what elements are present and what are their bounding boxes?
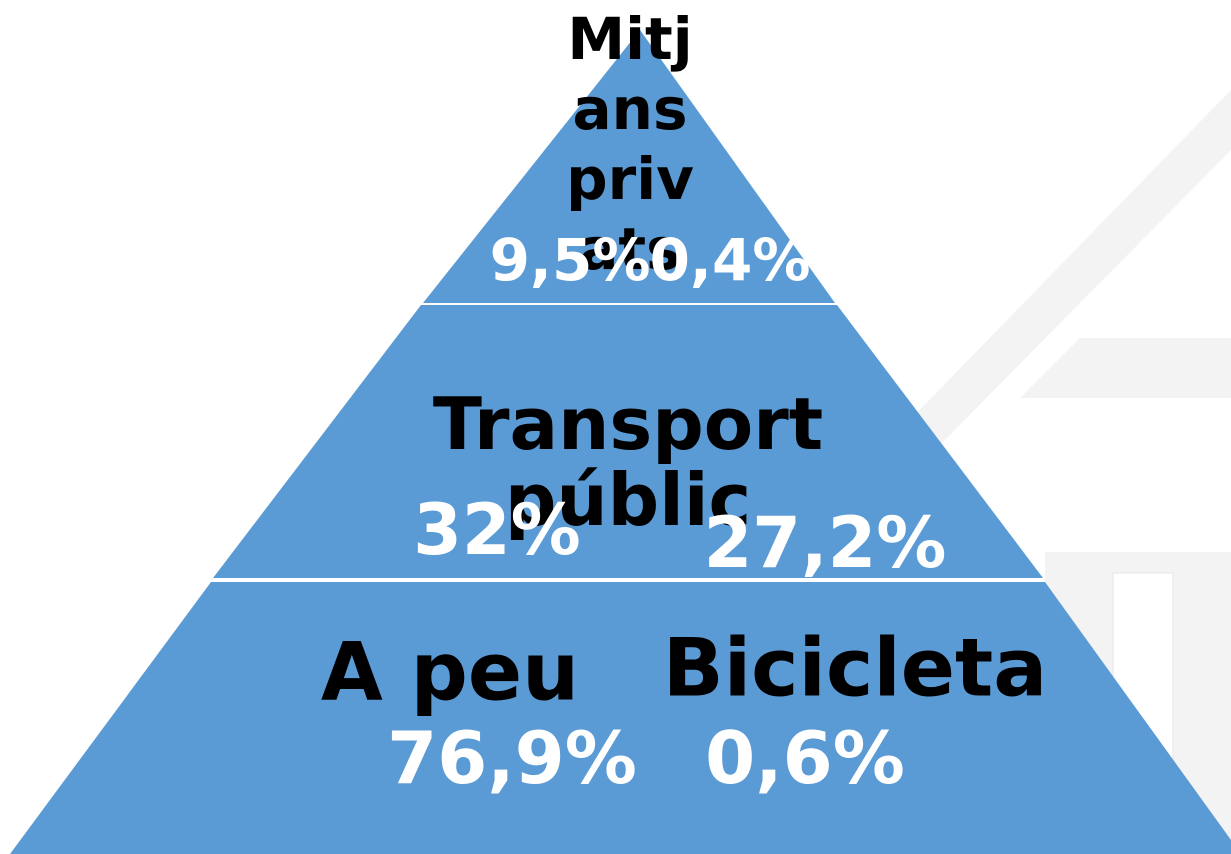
tier-bottom	[10, 582, 1231, 854]
tier-value: 0,4%	[649, 226, 811, 294]
tier-value: 27,2%	[703, 502, 947, 584]
tier-middle	[213, 305, 1043, 578]
tier-value: 9,5%	[489, 226, 651, 294]
tier-label: A peu	[320, 625, 580, 719]
roof-block	[1020, 338, 1231, 398]
tier-label: Mitjans privats	[566, 5, 694, 283]
roof-stroke	[900, 90, 1231, 450]
tier-top	[423, 30, 835, 303]
tier-value: 76,9%	[387, 716, 637, 800]
tier-value: 32%	[413, 489, 581, 571]
tier-label: Transport públic	[432, 382, 824, 542]
top-label-clip: Mitjans privats	[560, 0, 700, 340]
tier-label: Bicicleta	[662, 621, 1048, 715]
tier-value: 0,6%	[705, 716, 905, 800]
